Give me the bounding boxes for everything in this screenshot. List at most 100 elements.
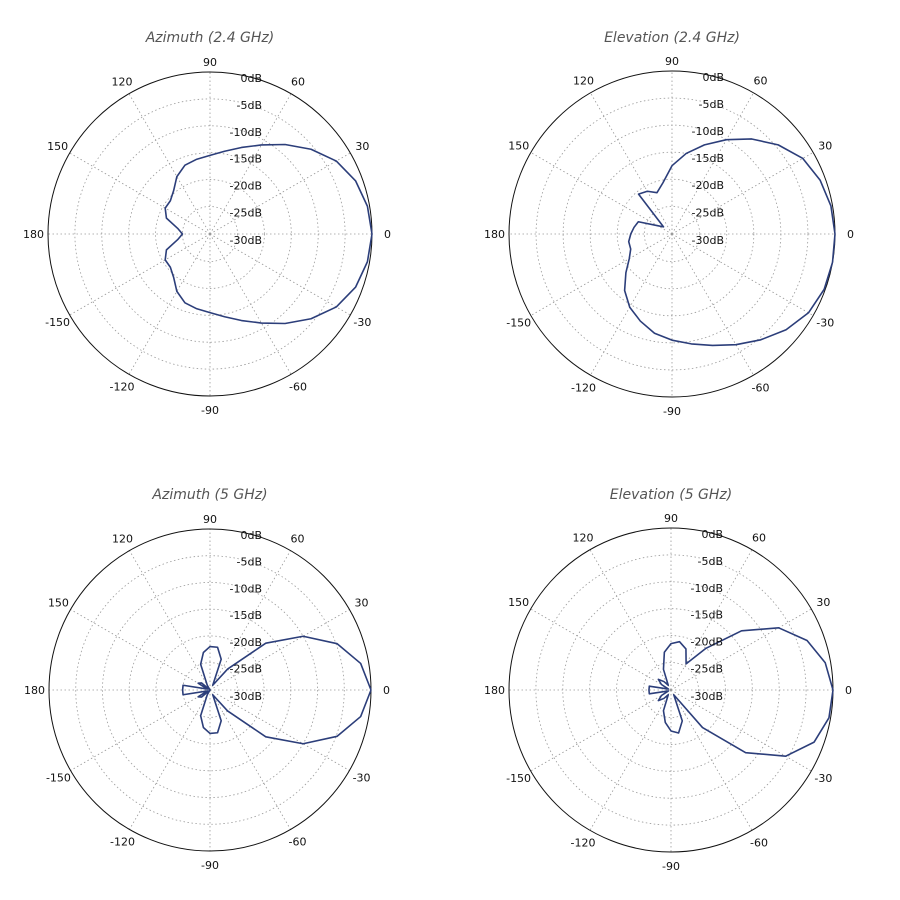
db-tick-label: -15dB: [230, 609, 263, 622]
angle-tick-label: 30: [355, 597, 369, 610]
db-tick-label: -15dB: [691, 609, 724, 622]
angle-tick-label: 30: [355, 140, 369, 153]
angle-tick-label: -150: [46, 772, 71, 785]
chart-title: Azimuth (2.4 GHz): [145, 30, 275, 46]
db-tick-label: -20dB: [230, 636, 263, 649]
angle-tick-label: -120: [571, 836, 596, 849]
angle-tick-label: 0: [384, 228, 391, 241]
angle-tick-label: -150: [45, 316, 70, 329]
polar-chart-4: 0dB -5dB -10dB -15dB -20dB -25dB -30dB 0 30 60 90 1…: [484, 487, 852, 873]
db-tick-label: -5dB: [237, 556, 263, 569]
angle-tick-label: 60: [291, 76, 305, 89]
angle-tick-label: -120: [110, 836, 135, 849]
db-tick-label: 0dB: [240, 529, 262, 542]
grid-spoke: [209, 152, 351, 235]
angle-tick-label: 150: [48, 597, 69, 610]
angle-tick-label: 180: [484, 228, 505, 241]
grid-spoke: [128, 233, 211, 375]
grid-ring: [616, 635, 726, 745]
angle-tick-label: -150: [506, 772, 531, 785]
angle-tick-label: 90: [664, 512, 678, 525]
angle-tick-label: 0: [847, 228, 854, 241]
angle-tick-label: 0: [845, 684, 852, 697]
angle-tick-label: 60: [754, 75, 768, 88]
db-tick-label: -20dB: [692, 179, 725, 192]
db-tick-label: 0dB: [702, 71, 724, 84]
angle-tick-label: 90: [203, 513, 217, 526]
angle-tick-label: -120: [110, 380, 135, 393]
grid-spoke: [589, 689, 672, 831]
db-tick-label: -25dB: [692, 206, 725, 219]
db-tick-label: -15dB: [230, 153, 263, 166]
db-tick-label: -30dB: [230, 690, 263, 703]
grid-spoke: [590, 233, 673, 376]
db-tick-label: -30dB: [692, 234, 725, 247]
grid-ring: [535, 554, 807, 826]
db-tick-label: -25dB: [230, 663, 263, 676]
grid-ring: [562, 124, 782, 344]
db-tick-label: -20dB: [691, 636, 724, 649]
grid-ring: [155, 179, 265, 289]
grid-ring: [562, 581, 780, 799]
grid-ring: [75, 555, 345, 825]
db-tick-label: -10dB: [230, 126, 263, 139]
db-tick-label: -5dB: [699, 98, 725, 111]
angle-tick-label: -60: [752, 381, 770, 394]
db-tick-label: 0dB: [240, 72, 262, 85]
grid-spoke: [671, 233, 814, 316]
grid-spoke: [209, 550, 291, 691]
angle-tick-label: 120: [112, 532, 133, 545]
grid-ring: [589, 151, 755, 317]
angle-tick-label: 90: [203, 56, 217, 69]
angle-tick-label: 60: [291, 532, 305, 545]
angle-tick-label: -90: [201, 859, 219, 872]
angle-tick-label: 0: [383, 684, 390, 697]
grid-spoke: [70, 689, 211, 771]
pattern-series: [623, 138, 836, 347]
grid-ring: [643, 662, 699, 718]
angle-tick-label: -60: [750, 836, 768, 849]
angle-tick-label: 180: [484, 684, 505, 697]
db-tick-label: -10dB: [230, 582, 263, 595]
db-tick-label: -25dB: [691, 662, 724, 675]
grid-ring: [643, 205, 701, 263]
grid-ring: [182, 206, 238, 262]
angle-tick-label: 30: [816, 596, 830, 609]
grid-spoke: [670, 608, 812, 691]
angle-tick-label: 150: [47, 140, 68, 153]
angle-tick-label: 30: [818, 140, 832, 153]
angle-tick-label: 120: [573, 532, 594, 545]
angle-tick-label: -30: [816, 317, 834, 330]
angle-tick-label: -30: [814, 772, 832, 785]
grid-ring: [182, 662, 238, 718]
angle-tick-label: -90: [201, 404, 219, 417]
db-tick-label: -30dB: [230, 234, 263, 247]
grid-spoke: [671, 152, 814, 235]
grid-spoke: [530, 233, 673, 316]
grid-spoke: [530, 608, 672, 691]
polar-chart-3: 0dB -5dB -10dB -15dB -20dB -25dB -30dB 0 30 60 90 1…: [24, 487, 390, 872]
pattern-series: [181, 635, 372, 745]
db-tick-label: -30dB: [691, 690, 724, 703]
angle-tick-label: 180: [24, 684, 45, 697]
grid-spoke: [590, 92, 673, 235]
angle-tick-label: -30: [353, 772, 371, 785]
grid-spoke: [209, 689, 350, 771]
angle-tick-label: -30: [353, 316, 371, 329]
grid-ring: [74, 98, 346, 370]
db-tick-label: -15dB: [692, 152, 725, 165]
angle-tick-label: -90: [662, 860, 680, 873]
angle-tick-label: 180: [23, 228, 44, 241]
grid-ring: [155, 635, 265, 745]
db-tick-label: -20dB: [230, 180, 263, 193]
db-tick-label: 0dB: [701, 528, 723, 541]
chart-title: Azimuth (5 GHz): [151, 487, 267, 503]
grid-spoke: [209, 233, 351, 316]
angle-tick-label: 60: [752, 532, 766, 545]
grid-spoke: [129, 550, 211, 691]
grid-ring: [128, 608, 292, 772]
grid-spoke: [670, 689, 812, 772]
grid-spoke: [69, 152, 211, 235]
angle-tick-label: -120: [571, 381, 596, 394]
db-tick-label: -10dB: [691, 582, 724, 595]
